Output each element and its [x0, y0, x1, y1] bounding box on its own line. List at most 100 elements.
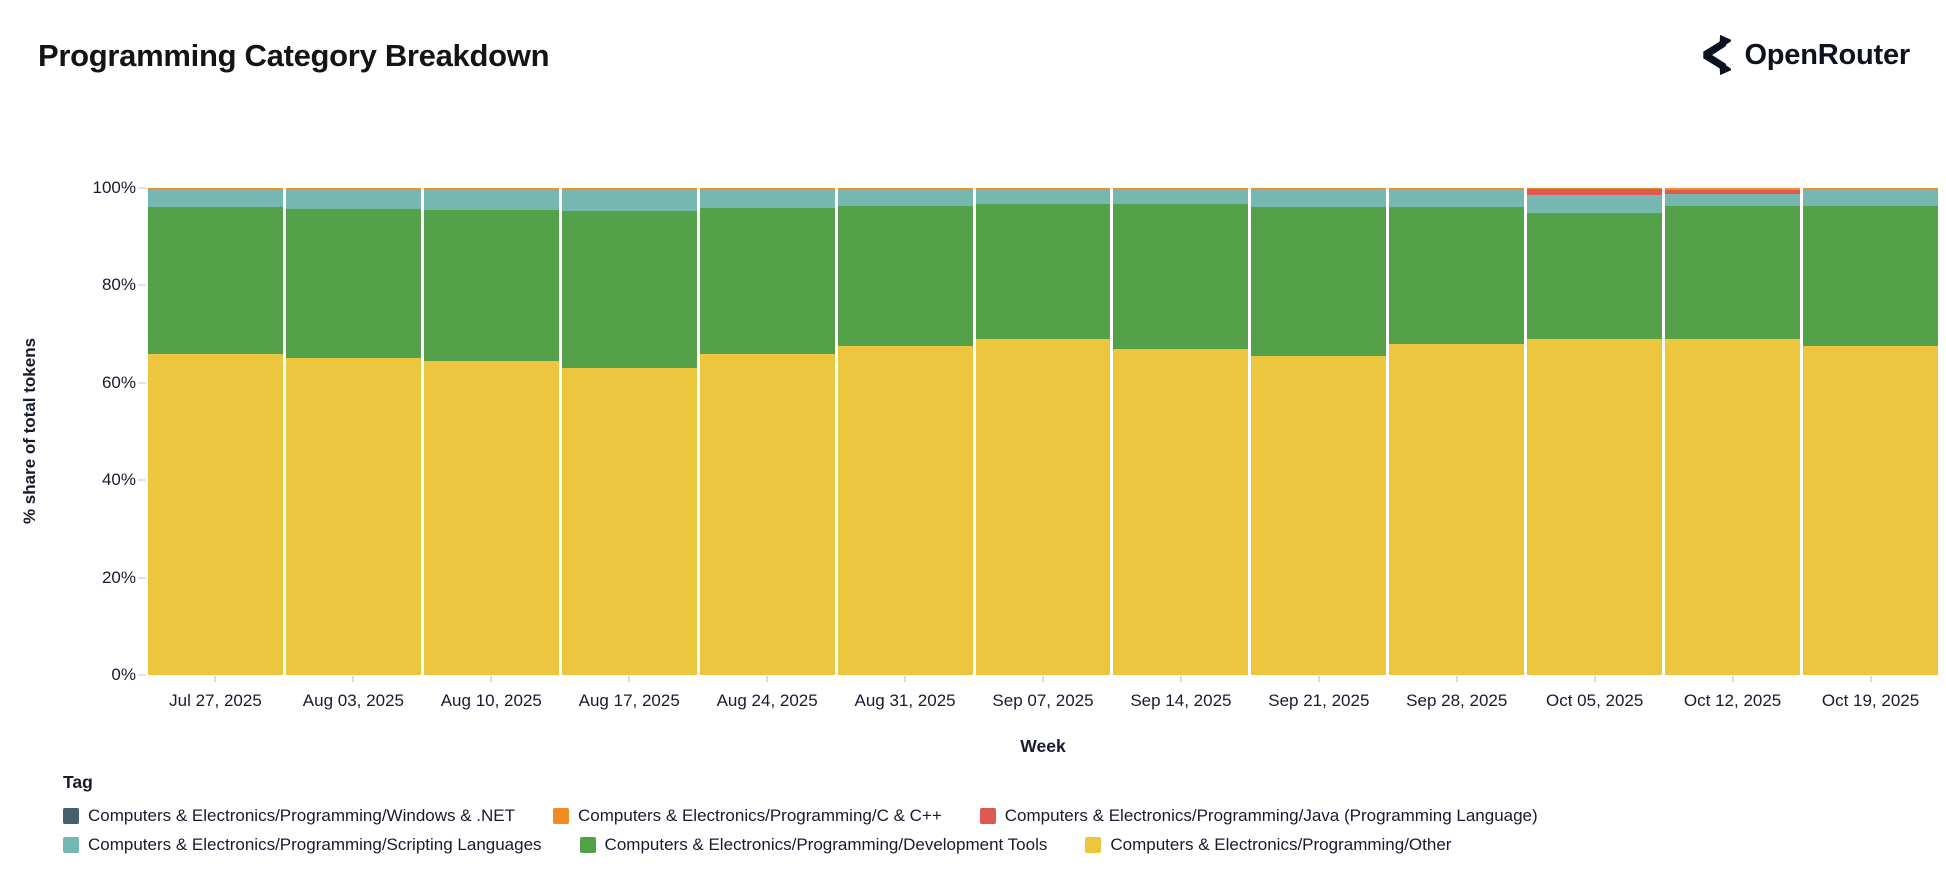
x-tick-mark: [1317, 676, 1320, 682]
bar-segment[interactable]: [148, 188, 283, 190]
bar-segment[interactable]: [1665, 205, 1801, 339]
bar-stack: [1665, 188, 1801, 675]
bar-segment[interactable]: [423, 209, 559, 361]
bar-segment[interactable]: [1527, 212, 1663, 339]
bar-stack: [975, 188, 1111, 675]
legend-item[interactable]: Computers & Electronics/Programming/Java…: [979, 806, 1538, 826]
x-tick-label: Jul 27, 2025: [169, 691, 262, 710]
bar-segment[interactable]: [975, 188, 1111, 190]
legend-label: Computers & Electronics/Programming/Deve…: [604, 835, 1048, 854]
bar-segment[interactable]: [699, 207, 835, 354]
legend-item[interactable]: Computers & Electronics/Programming/Othe…: [1085, 835, 1451, 855]
x-tick-label: Oct 19, 2025: [1821, 691, 1920, 710]
bar-segment[interactable]: [1251, 188, 1387, 190]
bar-segment[interactable]: [148, 207, 283, 354]
x-tick-mark: [352, 676, 355, 682]
bar-segment[interactable]: [1803, 188, 1938, 190]
bar-segment[interactable]: [148, 353, 283, 675]
bar-stack: [1113, 188, 1249, 675]
x-tick-label: Oct 12, 2025: [1683, 691, 1782, 710]
bar-segment[interactable]: [1251, 356, 1387, 675]
bar-segment[interactable]: [1527, 188, 1663, 190]
x-tick-mark: [904, 676, 907, 682]
bar-segment[interactable]: [1527, 195, 1663, 213]
bar-segment[interactable]: [699, 189, 835, 208]
bar-segment[interactable]: [561, 211, 697, 369]
x-tick-label: Aug 10, 2025: [440, 691, 542, 710]
bar-stack: [1389, 188, 1525, 675]
bar-stack: [1527, 188, 1663, 675]
openrouter-logo[interactable]: OpenRouter: [1689, 34, 1910, 76]
x-tick-cell: [424, 676, 559, 683]
x-tick-cell: [1113, 676, 1248, 683]
bar-segment[interactable]: [1389, 343, 1525, 675]
bar-segment[interactable]: [837, 346, 973, 675]
x-tick-mark: [1731, 676, 1734, 682]
x-tick-mark: [1869, 676, 1872, 682]
bar-segment[interactable]: [285, 189, 421, 209]
bar-segment[interactable]: [285, 188, 421, 190]
bar-segment[interactable]: [423, 189, 559, 210]
x-tick-cell: [1665, 676, 1800, 683]
bar-segment[interactable]: [1389, 207, 1525, 344]
bar-segment[interactable]: [285, 358, 421, 675]
x-tick-label: Aug 17, 2025: [578, 691, 680, 710]
bar-segment[interactable]: [285, 208, 421, 359]
bar-segment[interactable]: [1389, 189, 1525, 207]
legend-title: Tag: [63, 772, 93, 792]
bar-segment[interactable]: [1803, 346, 1938, 675]
x-tick-cell: [286, 676, 421, 683]
bar-segment[interactable]: [699, 353, 835, 675]
y-tick-mark: [138, 674, 146, 676]
bar-segment[interactable]: [423, 188, 559, 190]
x-tick-cell: [1389, 676, 1524, 683]
bar-segment[interactable]: [1113, 188, 1249, 190]
bar-segment[interactable]: [1665, 338, 1801, 675]
x-tick-cell: [976, 676, 1111, 683]
legend-item[interactable]: Computers & Electronics/Programming/C & …: [553, 806, 942, 826]
bar-segment[interactable]: [561, 188, 697, 190]
bar-segment[interactable]: [1665, 188, 1801, 190]
x-tick-label: Aug 31, 2025: [854, 691, 956, 710]
bar-segment[interactable]: [975, 204, 1111, 339]
legend-item[interactable]: Computers & Electronics/Programming/Deve…: [579, 835, 1048, 855]
bar-segment[interactable]: [1389, 188, 1525, 190]
legend-swatch: [979, 808, 996, 824]
bar-stack: [148, 188, 283, 675]
bar-segment[interactable]: [1527, 338, 1663, 675]
openrouter-fork-icon: [1703, 34, 1732, 76]
legend-swatch: [1085, 837, 1102, 853]
x-tick-mark: [766, 676, 769, 682]
bar-segment[interactable]: [975, 338, 1111, 675]
bar-segment[interactable]: [148, 189, 283, 208]
bar-segment[interactable]: [837, 188, 973, 190]
y-tick-label: 0%: [111, 665, 136, 684]
bar-segment[interactable]: [837, 189, 973, 207]
bar-segment[interactable]: [561, 368, 697, 675]
bar-segment[interactable]: [699, 188, 835, 190]
bar-segment[interactable]: [561, 189, 697, 212]
bar-segment[interactable]: [1665, 194, 1801, 206]
legend-label: Computers & Electronics/Programming/Scri…: [88, 835, 542, 854]
bar-segment[interactable]: [1113, 204, 1249, 349]
x-axis-labels: Jul 27, 2025 Aug 03, 2025 Aug 10, 2025 Aug …: [148, 691, 1938, 711]
bar-segment[interactable]: [1251, 189, 1387, 207]
bar-segment[interactable]: [1803, 206, 1938, 347]
x-tick-mark: [214, 676, 217, 682]
bar-stack: [561, 188, 697, 675]
bar-segment[interactable]: [1803, 189, 1938, 207]
bar-segment[interactable]: [1527, 189, 1663, 196]
bar-segment[interactable]: [1251, 207, 1387, 357]
bar-segment[interactable]: [1113, 189, 1249, 205]
bar-segment[interactable]: [423, 360, 559, 675]
legend-item[interactable]: Computers & Electronics/Programming/Scri…: [63, 835, 542, 855]
legend-swatch: [579, 837, 596, 853]
bar-segment[interactable]: [975, 189, 1111, 205]
bar-segment[interactable]: [837, 206, 973, 347]
legend-item[interactable]: Computers & Electronics/Programming/Wind…: [63, 806, 515, 826]
bar-segment[interactable]: [1665, 189, 1801, 195]
bar-segment[interactable]: [1113, 348, 1249, 675]
bar-stack: [285, 188, 421, 675]
legend-rows: Computers & Electronics/Programming/Wind…: [63, 806, 1538, 855]
legend-swatch: [553, 808, 570, 824]
